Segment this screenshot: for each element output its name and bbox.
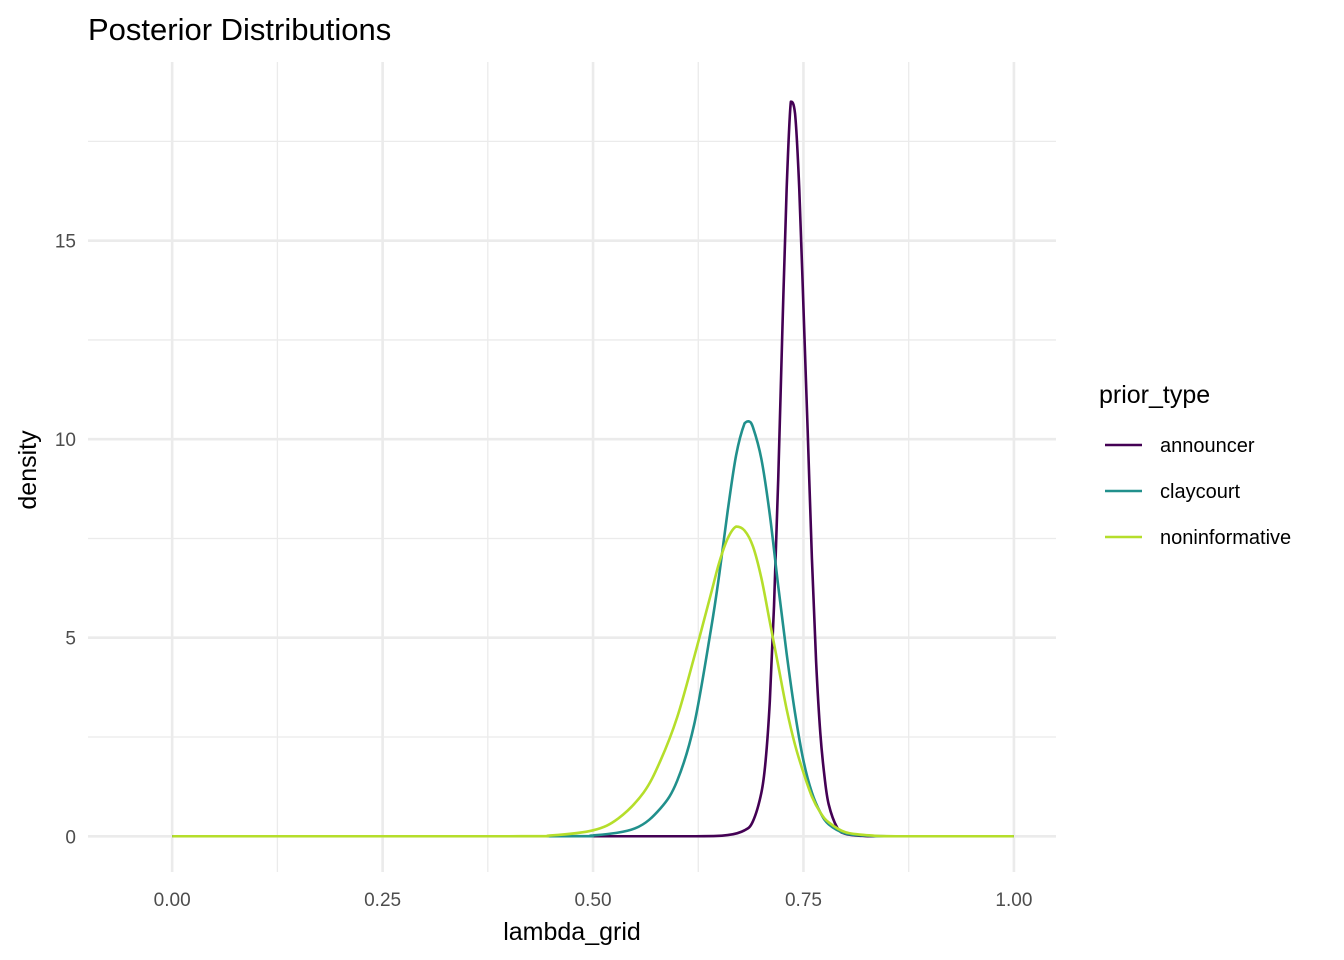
legend-item-claycourt: claycourt <box>1105 481 1240 503</box>
y-tick-label: 15 <box>55 232 76 253</box>
plot-series <box>172 100 1014 838</box>
series-line-noninformative <box>172 525 1014 838</box>
x-tick-label: 1.00 <box>995 890 1032 911</box>
legend-label: announcer <box>1160 435 1255 457</box>
y-axis-label: density <box>14 430 42 510</box>
x-axis-label: lambda_grid <box>503 918 641 946</box>
y-tick-label: 5 <box>65 629 76 650</box>
x-tick-label: 0.50 <box>575 890 612 911</box>
grid <box>88 62 1056 872</box>
legend-items: announcer claycourt noninformative <box>1105 435 1291 549</box>
y-axis-ticks: 0 5 10 15 <box>55 232 76 849</box>
x-tick-label: 0.00 <box>154 890 191 911</box>
legend-item-noninformative: noninformative <box>1105 527 1291 549</box>
x-axis-ticks: 0.00 0.25 0.50 0.75 1.00 <box>154 890 1033 911</box>
legend-label: claycourt <box>1160 481 1240 503</box>
x-tick-label: 0.25 <box>364 890 401 911</box>
legend-label: noninformative <box>1160 527 1291 549</box>
x-tick-label: 0.75 <box>785 890 822 911</box>
legend-title: prior_type <box>1099 381 1210 409</box>
chart-title: Posterior Distributions <box>88 12 391 47</box>
series-line-announcer <box>172 100 1014 838</box>
y-tick-label: 10 <box>55 430 76 451</box>
legend: prior_type announcer claycourt noninformat… <box>1099 381 1291 549</box>
y-tick-label: 0 <box>65 827 76 848</box>
legend-item-announcer: announcer <box>1105 435 1255 457</box>
